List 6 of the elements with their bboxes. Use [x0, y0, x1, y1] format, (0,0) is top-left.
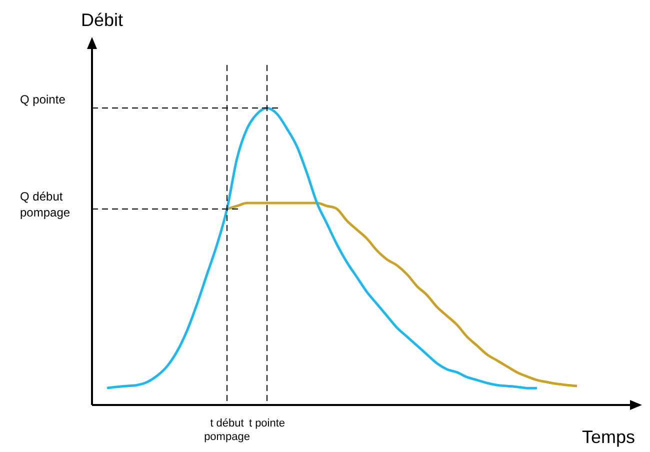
x-tick-label: t début pompage: [204, 418, 250, 443]
x-tick-label: t pointe: [248, 418, 286, 430]
x-axis-title: Temps: [582, 427, 635, 447]
ref-line-label: Q pointe: [20, 92, 66, 106]
ref-line-label: Q début pompage: [20, 189, 70, 220]
y-axis-title: Débit: [80, 10, 124, 30]
